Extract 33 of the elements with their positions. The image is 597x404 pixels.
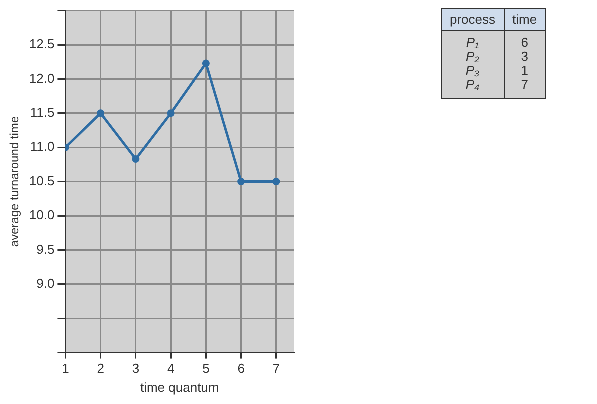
data-label: 6 (504, 30, 546, 50)
y-tick-label: 12.5 (29, 36, 55, 52)
x-tick-label: 3 (132, 361, 140, 376)
text: process (442, 8, 504, 30)
y-tick-label: 9.0 (36, 276, 55, 291)
x-axis-title: time quantum (140, 380, 220, 395)
point (272, 178, 280, 186)
point (238, 178, 246, 186)
data-label: 3 (504, 49, 546, 64)
category-label: P₂ (442, 49, 504, 64)
point (167, 110, 175, 118)
category-label: P₁ (442, 30, 504, 50)
y-tick-label: 10.0 (29, 208, 55, 223)
point (132, 155, 140, 163)
x-tick-label: 1 (62, 361, 70, 376)
text: time (504, 8, 546, 30)
data-label: 1 (504, 63, 546, 78)
point (97, 110, 105, 118)
y-axis-title: average turnaround time (8, 116, 22, 248)
y-tick-label: 10.5 (29, 173, 55, 188)
x-tick-label: 7 (272, 361, 280, 376)
y-tick-label: 9.5 (36, 242, 55, 257)
y-tick-label: 11.5 (30, 104, 55, 120)
data-label: 7 (504, 77, 546, 98)
y-tick-label: 12.0 (29, 70, 55, 86)
x-tick-label: 6 (238, 361, 245, 376)
category-label: P₄ (442, 77, 504, 98)
x-tick-label: 4 (167, 361, 175, 376)
y-tick-label: 11.0 (30, 139, 55, 154)
x-tick-label: 2 (97, 361, 104, 376)
category-label: P₃ (442, 63, 504, 78)
x-tick-label: 5 (202, 361, 210, 376)
point (202, 60, 210, 68)
